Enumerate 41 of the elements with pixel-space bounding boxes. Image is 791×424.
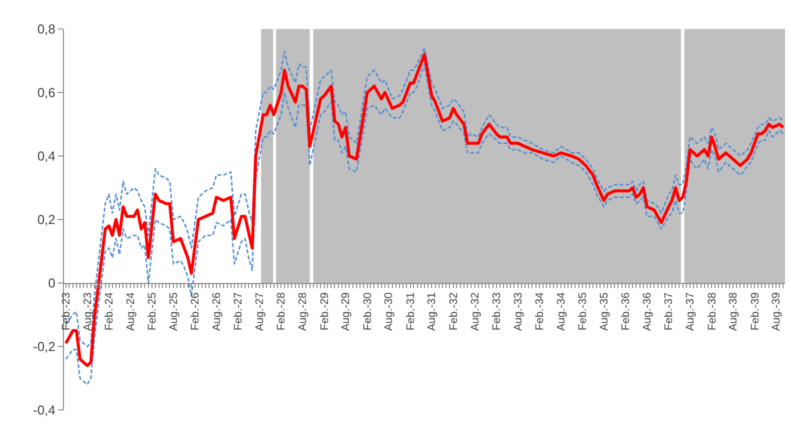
x-tick-label: Feb.-23	[60, 292, 72, 330]
x-tick-label: Aug.-34	[555, 292, 568, 331]
y-tick-label: 0,6	[37, 85, 56, 100]
x-tick-label: Aug.-32	[469, 292, 482, 331]
x-tick-label: Aug.-39	[770, 292, 783, 331]
x-tick-label: Feb.-34	[534, 292, 546, 330]
x-tick-label: Feb.-33	[491, 292, 504, 330]
x-tick-label: Aug.-38	[728, 292, 740, 331]
y-tick-label: 0,8	[37, 22, 56, 37]
x-tick-label: Aug.-31	[426, 292, 438, 331]
x-tick-label: Aug.-25	[168, 292, 180, 331]
x-tick-label: Aug.-36	[642, 292, 654, 331]
y-tick-label: -0,2	[32, 339, 56, 354]
y-tick-label: -0,4	[32, 402, 56, 418]
x-tick-label: Aug.-28	[297, 292, 310, 331]
x-tick-label: Feb.-24	[103, 292, 116, 330]
x-tick-label: Feb.-38	[706, 292, 718, 330]
x-tick-label: Aug.-37	[684, 292, 697, 331]
x-tick-label: Aug.-23	[82, 292, 94, 331]
y-tick-label: 0,4	[37, 148, 56, 164]
x-tick-label: Feb.-30	[362, 292, 374, 330]
x-tick-label: Feb.-32	[448, 292, 460, 330]
x-tick-label: Aug.-30	[383, 292, 396, 331]
x-tick-label: Aug.-33	[512, 292, 524, 331]
x-tick-label: Feb.-25	[146, 292, 159, 330]
x-tick-label: Aug.-29	[340, 292, 352, 331]
y-tick-label: 0,2	[37, 212, 56, 228]
y-tick-label: 0	[48, 276, 56, 291]
x-tick-label: Feb.-27	[232, 292, 245, 330]
x-tick-label: Feb.-36	[620, 292, 632, 330]
x-tick-label: Aug.-27	[254, 292, 266, 331]
x-tick-label: Aug.-26	[210, 292, 223, 331]
x-tick-label: Aug.-35	[598, 292, 610, 331]
x-tick-label: Feb.-28	[276, 292, 288, 330]
x-tick-label: Feb.-35	[577, 292, 590, 330]
x-tick-label: Aug.-24	[124, 292, 137, 331]
x-tick-label: Feb.-31	[404, 292, 417, 330]
x-tick-label: Feb.-29	[318, 292, 331, 330]
x-tick-label: Feb.-37	[663, 292, 676, 330]
x-tick-label: Feb.-39	[749, 292, 762, 330]
x-tick-label: Feb.-26	[190, 292, 202, 330]
